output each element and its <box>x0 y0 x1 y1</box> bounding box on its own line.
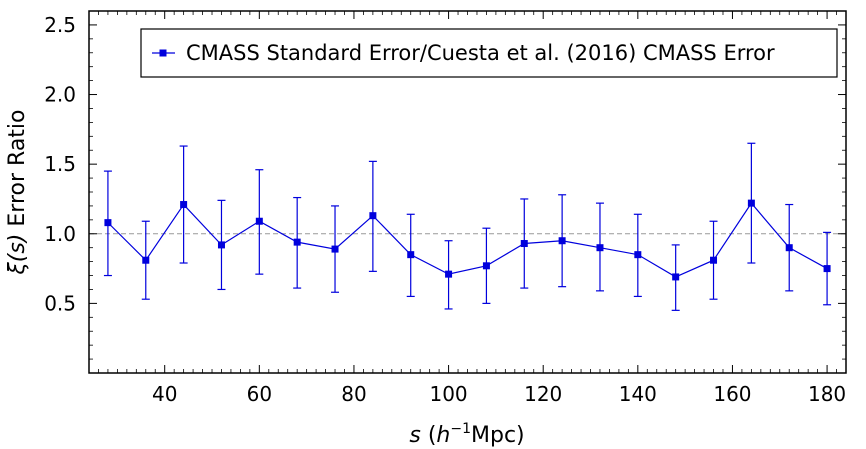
y-axis-label: ξ(s) Error Ratio <box>5 110 30 276</box>
data-point <box>407 251 415 259</box>
data-point <box>142 256 150 264</box>
x-tick-label: 60 <box>247 382 272 406</box>
data-point <box>104 219 112 227</box>
data-point <box>672 273 680 281</box>
data-point <box>293 238 301 246</box>
series-markers <box>104 199 831 281</box>
data-point <box>747 199 755 207</box>
error-bars <box>103 142 832 311</box>
data-point <box>710 256 718 264</box>
data-point <box>369 212 377 220</box>
x-tick-label: 140 <box>619 382 657 406</box>
data-point <box>596 244 604 252</box>
major-ticks <box>89 11 846 373</box>
x-axis-label: s (h−1Mpc) <box>409 421 524 448</box>
x-tick-label: 80 <box>341 382 366 406</box>
y-tick-label: 1.5 <box>44 152 76 176</box>
data-point <box>331 245 339 253</box>
data-point <box>217 241 225 249</box>
series-line <box>107 202 828 278</box>
data-point <box>255 217 263 225</box>
data-point <box>520 240 528 248</box>
data-point <box>785 244 793 252</box>
legend-marker <box>159 49 167 57</box>
x-tick-label: 100 <box>429 382 467 406</box>
y-tick-labels: 0.5 1.0 1.5 2.0 2.5 <box>44 13 76 315</box>
x-tick-label: 120 <box>524 382 562 406</box>
x-tick-label: 160 <box>713 382 751 406</box>
y-tick-label: 2.5 <box>44 13 76 37</box>
y-tick-label: 2.0 <box>44 83 76 107</box>
data-point <box>558 237 566 245</box>
legend-box <box>140 28 838 78</box>
x-tick-label: 180 <box>808 382 846 406</box>
x-tick-labels: 40 60 80 100 120 140 160 180 <box>152 382 846 406</box>
y-tick-label: 1.0 <box>44 222 76 246</box>
legend-label: CMASS Standard Error/Cuesta et al. (2016… <box>186 41 775 65</box>
legend: CMASS Standard Error/Cuesta et al. (2016… <box>140 28 838 78</box>
y-tick-label: 0.5 <box>44 291 76 315</box>
data-point <box>823 265 831 273</box>
data-point <box>180 201 188 209</box>
plot-frame <box>88 10 847 374</box>
data-point <box>482 262 490 270</box>
data-point <box>634 251 642 259</box>
data-point <box>445 270 453 278</box>
x-tick-label: 40 <box>152 382 177 406</box>
